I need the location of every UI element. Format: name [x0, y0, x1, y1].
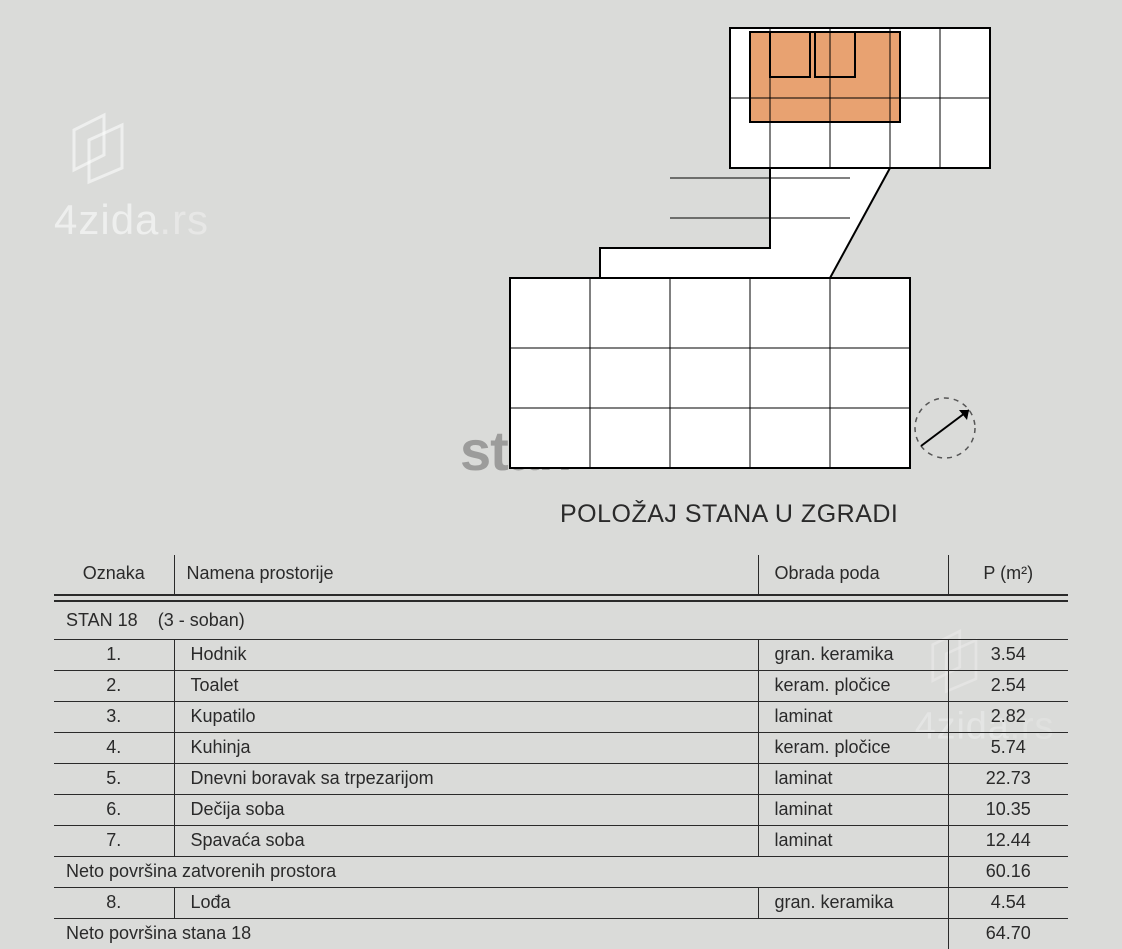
- cell-oznaka: 8.: [54, 888, 174, 919]
- cell-obrada: gran. keramika: [758, 888, 948, 919]
- cell-obrada: laminat: [758, 795, 948, 826]
- total-area: 64.70: [948, 919, 1068, 949]
- cell-namena: Kupatilo: [174, 702, 758, 733]
- rooms-table: Oznaka Namena prostorije Obrada poda P (…: [54, 555, 1068, 949]
- cell-area: 5.74: [948, 733, 1068, 764]
- table-row: 1.Hodnikgran. keramika3.54: [54, 640, 1068, 671]
- cell-namena: Hodnik: [174, 640, 758, 671]
- compass-icon: [915, 398, 975, 458]
- table-row: 5.Dnevni boravak sa trpezarijomlaminat22…: [54, 764, 1068, 795]
- cell-namena: Toalet: [174, 671, 758, 702]
- cell-obrada: laminat: [758, 702, 948, 733]
- cell-area: 2.82: [948, 702, 1068, 733]
- total-label: Neto površina stana 18: [54, 919, 948, 949]
- table-row: 7.Spavaća sobalaminat12.44: [54, 826, 1068, 857]
- cell-oznaka: 5.: [54, 764, 174, 795]
- watermark-text-suffix: .rs: [159, 196, 209, 243]
- cell-namena: Dnevni boravak sa trpezarijom: [174, 764, 758, 795]
- cell-oznaka: 2.: [54, 671, 174, 702]
- cell-area: 10.35: [948, 795, 1068, 826]
- watermark-4zida: 4zida.rs: [54, 110, 209, 244]
- cell-namena: Dečija soba: [174, 795, 758, 826]
- subtotal-area: 60.16: [948, 857, 1068, 888]
- col-obrada: Obrada poda: [758, 555, 948, 595]
- watermark-text-bold: 4zida: [54, 196, 159, 243]
- table-row: 3.Kupatilolaminat2.82: [54, 702, 1068, 733]
- cell-obrada: laminat: [758, 764, 948, 795]
- cell-obrada: keram. pločice: [758, 671, 948, 702]
- cell-obrada: gran. keramika: [758, 640, 948, 671]
- cell-oznaka: 7.: [54, 826, 174, 857]
- building-floorplan: [470, 18, 1030, 478]
- cell-namena: Kuhinja: [174, 733, 758, 764]
- col-area: P (m²): [948, 555, 1068, 595]
- cell-oznaka: 4.: [54, 733, 174, 764]
- cell-oznaka: 3.: [54, 702, 174, 733]
- cell-area: 12.44: [948, 826, 1068, 857]
- cell-oznaka: 6.: [54, 795, 174, 826]
- table-row: 2.Toaletkeram. pločice2.54: [54, 671, 1068, 702]
- col-oznaka: Oznaka: [54, 555, 174, 595]
- cell-oznaka: 1.: [54, 640, 174, 671]
- table-row: 8.Lođagran. keramika4.54: [54, 888, 1068, 919]
- subtotal-row: Neto površina zatvorenih prostora60.16: [54, 857, 1068, 888]
- subtotal-label: Neto površina zatvorenih prostora: [54, 857, 948, 888]
- cell-namena: Spavaća soba: [174, 826, 758, 857]
- cell-area: 3.54: [948, 640, 1068, 671]
- table-row: 4.Kuhinjakeram. pločice5.74: [54, 733, 1068, 764]
- col-namena: Namena prostorije: [174, 555, 758, 595]
- cell-obrada: keram. pločice: [758, 733, 948, 764]
- cell-area: 22.73: [948, 764, 1068, 795]
- cell-namena: Lođa: [174, 888, 758, 919]
- total-row: Neto površina stana 1864.70: [54, 919, 1068, 949]
- watermark-4zida-icon: [54, 110, 144, 190]
- floorplan-title: POLOŽAJ STANA U ZGRADI: [560, 500, 898, 529]
- cell-area: 4.54: [948, 888, 1068, 919]
- cell-obrada: laminat: [758, 826, 948, 857]
- cell-area: 2.54: [948, 671, 1068, 702]
- group-header: STAN 18 (3 - soban): [54, 601, 1068, 640]
- table-row: 6.Dečija sobalaminat10.35: [54, 795, 1068, 826]
